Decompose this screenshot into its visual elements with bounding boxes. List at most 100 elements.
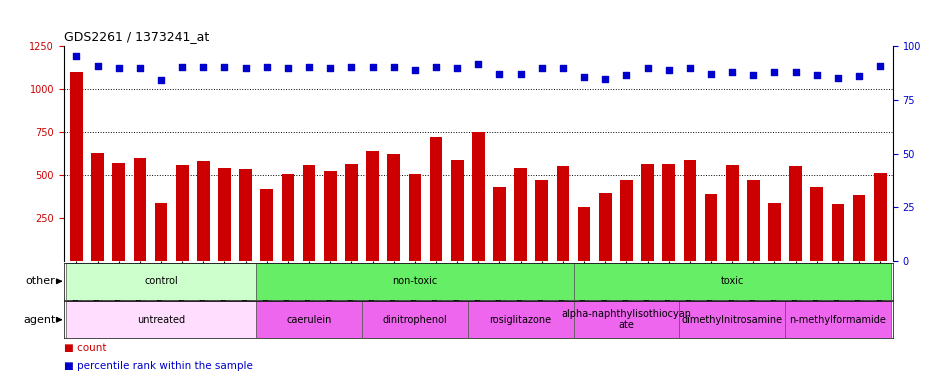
Point	[470, 61, 485, 67]
Text: ■ percentile rank within the sample: ■ percentile rank within the sample	[64, 361, 253, 371]
Bar	[578, 207, 590, 261]
Point	[809, 72, 824, 78]
Text: ■ count: ■ count	[64, 343, 106, 353]
Bar	[91, 153, 104, 261]
Point	[555, 65, 570, 71]
Point	[132, 65, 147, 71]
Text: GDS2261 / 1373241_at: GDS2261 / 1373241_at	[64, 30, 209, 43]
Bar	[679, 301, 784, 338]
Point	[619, 72, 634, 78]
Bar	[430, 137, 442, 261]
Bar	[66, 301, 256, 338]
Point	[681, 65, 696, 71]
Text: control: control	[144, 276, 178, 286]
Point	[491, 71, 506, 77]
Bar	[810, 187, 822, 261]
Point	[597, 76, 612, 82]
Text: caerulein: caerulein	[286, 314, 331, 325]
Bar	[788, 166, 801, 261]
Bar	[573, 301, 679, 338]
Bar	[112, 163, 124, 261]
Bar	[366, 151, 378, 261]
Bar	[256, 263, 573, 300]
Bar	[467, 301, 573, 338]
Point	[576, 74, 591, 80]
Point	[829, 75, 844, 81]
Point	[259, 64, 274, 70]
Bar	[598, 193, 611, 261]
Point	[407, 67, 422, 73]
Point	[111, 65, 126, 71]
Point	[386, 64, 401, 70]
Point	[174, 64, 189, 70]
Point	[449, 65, 464, 71]
Point	[851, 73, 866, 79]
Bar	[344, 164, 358, 261]
Point	[365, 64, 380, 70]
Bar	[134, 158, 146, 261]
Bar	[66, 263, 256, 300]
Bar	[831, 204, 843, 261]
Point	[428, 64, 443, 70]
Bar	[514, 168, 526, 261]
Bar	[492, 187, 505, 261]
Bar	[704, 194, 717, 261]
Point	[767, 69, 782, 75]
Bar	[682, 160, 695, 261]
Text: n-methylformamide: n-methylformamide	[789, 314, 885, 325]
Point	[534, 65, 548, 71]
Bar	[197, 161, 210, 261]
Point	[513, 71, 528, 77]
Bar	[176, 165, 188, 261]
Bar	[260, 189, 273, 261]
Bar	[620, 180, 632, 261]
Point	[217, 64, 232, 70]
Point	[301, 64, 316, 70]
Bar	[387, 154, 400, 261]
Bar	[154, 203, 168, 261]
Point	[661, 67, 676, 73]
Bar	[302, 165, 315, 261]
Point	[322, 65, 337, 71]
Bar	[662, 164, 674, 261]
Bar	[556, 166, 569, 261]
Point	[196, 64, 211, 70]
Point	[871, 63, 886, 69]
Bar	[852, 195, 865, 261]
Bar	[408, 174, 421, 261]
Bar	[450, 160, 463, 261]
Bar	[361, 301, 467, 338]
Text: other: other	[25, 276, 55, 286]
Bar	[640, 164, 653, 261]
Bar	[70, 72, 82, 261]
Bar	[784, 301, 890, 338]
Bar	[768, 203, 780, 261]
Text: rosiglitazone: rosiglitazone	[490, 314, 551, 325]
Bar	[534, 180, 548, 261]
Text: dimethylnitrosamine: dimethylnitrosamine	[680, 314, 782, 325]
Point	[280, 65, 295, 71]
Bar	[256, 301, 361, 338]
Text: toxic: toxic	[720, 276, 743, 286]
Text: untreated: untreated	[137, 314, 185, 325]
Point	[745, 72, 760, 78]
Text: agent: agent	[23, 314, 55, 325]
Point	[703, 71, 718, 78]
Bar	[282, 174, 294, 261]
Bar	[324, 171, 336, 261]
Point	[238, 65, 253, 71]
Bar	[239, 169, 252, 261]
Bar	[725, 165, 738, 261]
Point	[724, 69, 739, 75]
Point	[69, 53, 84, 59]
Text: alpha-naphthylisothiocyan
ate: alpha-naphthylisothiocyan ate	[561, 309, 691, 331]
Point	[639, 65, 654, 71]
Bar	[873, 174, 885, 261]
Text: non-toxic: non-toxic	[392, 276, 437, 286]
Bar	[746, 180, 759, 261]
Text: dinitrophenol: dinitrophenol	[382, 314, 446, 325]
Point	[344, 64, 358, 70]
Point	[90, 63, 105, 69]
Bar	[472, 132, 484, 261]
Bar	[218, 168, 230, 261]
